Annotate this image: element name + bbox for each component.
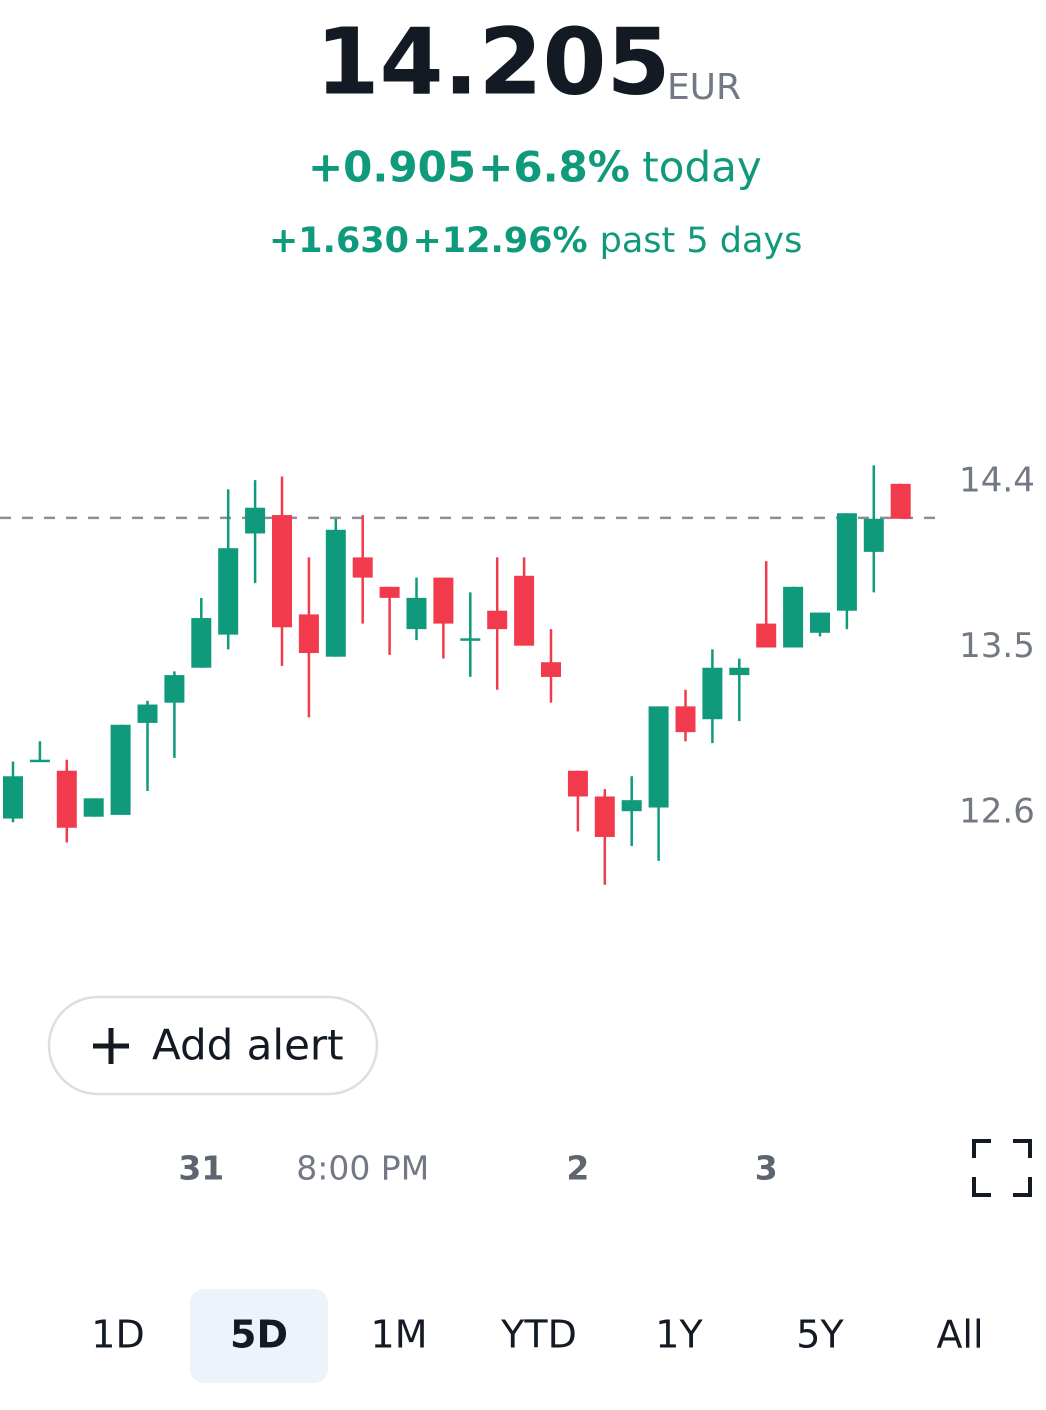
tab[interactable]: 1M [371,1313,428,1357]
add-alert-button[interactable] [47,995,379,1096]
candle-body [514,575,535,646]
candle-body [433,577,454,624]
candle-body [648,706,669,808]
y-tick-label: 12.6 [959,792,1035,832]
candle-body [756,623,777,648]
tab[interactable]: 5D [230,1313,288,1357]
candle-body [298,614,319,654]
candle-body [406,597,427,630]
y-tick-label: 13.5 [959,626,1035,666]
period-change: +1.630 [269,221,409,261]
candle-body [379,586,400,598]
period-label: past 5 days [600,221,803,261]
plus-icon [93,1028,129,1064]
candle-body [272,515,292,628]
x-tick-label: 2 [566,1149,589,1188]
candle-body [56,770,77,828]
candle-body [863,518,884,552]
add-alert-label: Add alert [152,1021,344,1070]
today-label: today [642,143,761,192]
candle-body [675,706,696,733]
x-tick-label: 3 [755,1149,778,1188]
candle-body [541,662,561,677]
candle-body [702,667,723,720]
candle-body [567,770,588,797]
today-percent: +6.8% [478,143,630,192]
fullscreen-icon[interactable] [972,1139,1032,1197]
today-change: +0.905 [308,143,476,192]
y-tick-label: 14.4 [959,460,1035,500]
tab-selected-bg [190,1289,328,1383]
candle-body [3,776,23,819]
candle-body [164,675,185,703]
tab[interactable]: YTD [500,1313,577,1357]
x-tick-label: 8:00 PM [296,1149,429,1188]
candle-body [487,610,508,630]
tab[interactable]: 1D [91,1313,144,1357]
candle-body [137,704,158,723]
period-percent: +12.96% [412,221,587,261]
chart: 12.6 13.5 14.4 31 8:00 PM 2 3 [0,460,1035,1188]
candle-body [729,667,750,676]
candle-body [783,586,804,648]
x-tick-label: 31 [178,1149,224,1188]
tab-bar: 1D 5D 1M YTD 1Y 5Y All [91,1289,984,1383]
tab[interactable]: All [936,1313,983,1357]
candle-body [83,798,104,817]
tab[interactable]: 1Y [655,1313,703,1357]
price: 14.205 [315,8,670,115]
candle-body [191,618,212,668]
currency: EUR [667,67,741,108]
tab[interactable]: 5Y [796,1313,844,1357]
candle-body [218,548,239,635]
candle-body [245,507,266,534]
candle-body [621,800,642,812]
candle-body [352,557,373,578]
candle-body [460,638,481,641]
candle-body [836,513,857,611]
candle-body [594,796,615,837]
candle-body [110,724,131,815]
candle-body [890,483,911,519]
candle-body [325,529,346,657]
candle-body [29,759,50,763]
candle-body [810,612,830,633]
